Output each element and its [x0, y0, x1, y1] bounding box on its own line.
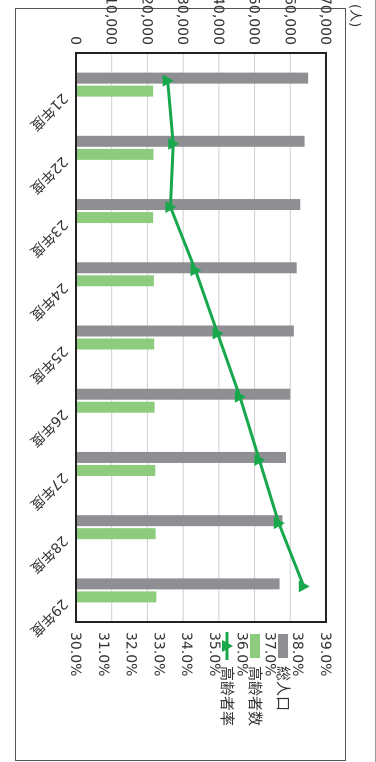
left-axis-tick-label: 70,000	[317, 0, 333, 45]
bar-total-population	[76, 135, 305, 147]
point-elderly-rate	[190, 264, 202, 277]
unit-label: (人)	[347, 4, 362, 27]
panel-frame	[15, 8, 346, 761]
point-elderly-rate	[234, 390, 246, 403]
left-axis-tick-label: 50,000	[246, 0, 262, 45]
category-tick-label: 28年度	[27, 532, 71, 576]
bar-elderly-count	[76, 591, 157, 603]
right-axis-tick-label: 32.0%	[123, 632, 139, 676]
bar-elderly-count	[76, 401, 155, 413]
point-elderly-rate	[273, 517, 285, 530]
right-axis-tick-label: 36.0%	[234, 632, 250, 676]
bar-total-population	[75, 388, 291, 400]
point-elderly-rate	[212, 327, 224, 340]
bar-total-population	[76, 515, 283, 527]
bar-total-population	[76, 72, 309, 84]
point-elderly-rate	[168, 137, 180, 150]
plot-frame	[75, 52, 327, 623]
bar-total-population	[76, 578, 280, 590]
legend-swatch-total	[278, 634, 288, 658]
bar-total-population	[76, 451, 286, 463]
bar-elderly-count	[76, 464, 156, 476]
category-ticks: 21年度 22年度 23年度 24年度 25年度 26年度 27年度 28年度 29年度	[27, 90, 71, 639]
left-axis-tick-label: 0	[67, 36, 83, 45]
point-elderly-rate	[298, 580, 310, 593]
category-tick-label: 29年度	[27, 596, 71, 640]
right-axis-tick-label: 33.0%	[150, 632, 166, 676]
bar-total-population	[75, 199, 301, 211]
left-axis-tick-label: 60,000	[281, 0, 297, 45]
left-axis-tick-label: 20,000	[138, 0, 154, 45]
bar-elderly-count	[75, 85, 154, 97]
bar-elderly-count	[76, 148, 154, 160]
legend-marker-rate	[222, 640, 233, 652]
bar-elderly-count	[76, 275, 154, 287]
category-tick-label: 27年度	[27, 469, 71, 513]
point-elderly-rate	[254, 453, 266, 466]
category-tick-label: 23年度	[27, 216, 71, 260]
category-tick-label: 26年度	[27, 406, 71, 450]
bar-total-population	[75, 325, 294, 337]
category-tick-label: 24年度	[27, 279, 71, 323]
category-tick-label: 21年度	[27, 90, 71, 134]
legend-swatch-elderly	[250, 634, 260, 658]
bar-elderly-count	[75, 212, 154, 224]
right-axis-tick-label: 39.0%	[317, 632, 333, 676]
right-axis-tick-label: 31.0%	[95, 632, 111, 676]
bar-elderly-count	[75, 528, 156, 540]
legend-label: 総人口	[274, 666, 292, 711]
category-tick-label: 25年度	[27, 343, 71, 387]
legend-label: 高齢者数	[246, 666, 264, 726]
right-axis-tick-label: 38.0%	[289, 632, 305, 676]
left-axis-tick-label: 10,000	[103, 0, 119, 45]
right-axis-ticks: 30.0% 31.0% 32.0% 33.0% 34.0% 35.0% 36.0% 37.0%…	[67, 632, 333, 676]
left-axis-ticks: 0 10,000 20,000 30,000 40,000 50,000 60,000 70,…	[67, 0, 333, 45]
series-total-population	[75, 72, 309, 590]
category-tick-label: 22年度	[27, 153, 71, 197]
right-axis-tick-label: 37.0%	[261, 632, 277, 676]
series-elderly-rate	[162, 74, 310, 593]
point-elderly-rate	[165, 201, 177, 214]
bar-elderly-count	[75, 338, 155, 350]
bar-total-population	[76, 262, 297, 274]
right-axis-tick-label: 34.0%	[178, 632, 194, 676]
series-elderly-count	[75, 85, 157, 603]
right-axis-tick-label: 30.0%	[67, 632, 83, 676]
right-axis-tick-label: 35.0%	[206, 632, 222, 676]
legend-label: 高齢者率	[218, 666, 236, 726]
left-axis-tick-label: 40,000	[210, 0, 226, 45]
point-elderly-rate	[162, 74, 174, 87]
left-axis-tick-label: 30,000	[174, 0, 190, 45]
